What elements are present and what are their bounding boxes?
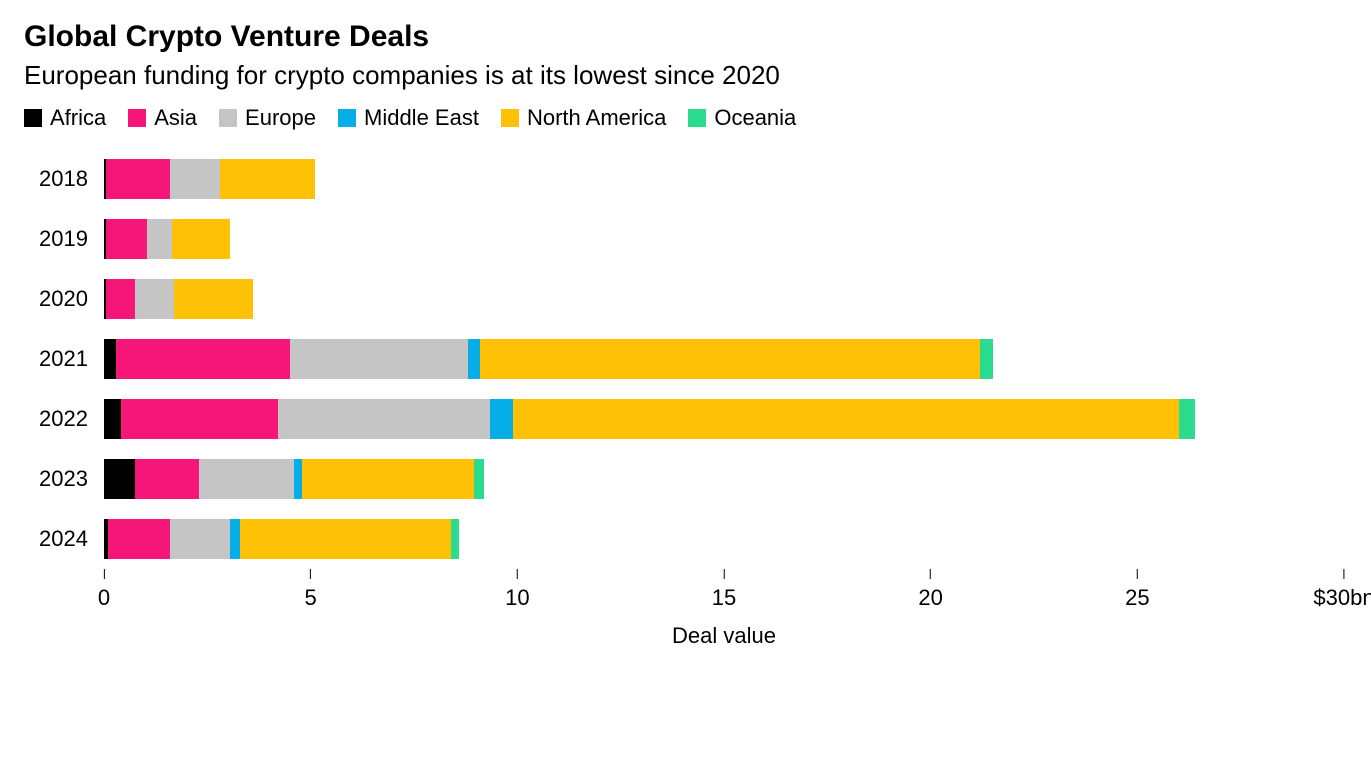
legend-item-asia: Asia (128, 105, 197, 131)
bar-segment-europe (199, 459, 294, 499)
bar-row: 2020 (24, 269, 1344, 329)
bar-track (104, 159, 1344, 199)
x-tick: 5 (305, 569, 317, 611)
x-tick-mark (1137, 569, 1138, 579)
x-tick-mark (723, 569, 724, 579)
legend-label: Oceania (714, 105, 796, 131)
x-tick-mark (104, 569, 105, 579)
bar-segment-north_america (172, 219, 230, 259)
x-tick-label: 20 (918, 585, 942, 611)
bar-segment-north_america (240, 519, 451, 559)
bar-segment-north_america (302, 459, 474, 499)
bar-segment-north_america (480, 339, 980, 379)
bar-segment-oceania (451, 519, 459, 559)
bar-segment-europe (170, 519, 230, 559)
y-category-label: 2023 (24, 466, 104, 492)
chart-container: Global Crypto Venture Deals European fun… (24, 20, 1344, 649)
x-tick: 15 (712, 569, 736, 611)
bar-track (104, 519, 1344, 559)
x-tick-mark (930, 569, 931, 579)
y-category-label: 2018 (24, 166, 104, 192)
legend-label: Middle East (364, 105, 479, 131)
y-category-label: 2022 (24, 406, 104, 432)
x-tick: 20 (918, 569, 942, 611)
x-tick-label: 10 (505, 585, 529, 611)
bar-segment-oceania (474, 459, 484, 499)
x-tick-label: 15 (712, 585, 736, 611)
x-tick-label: 25 (1125, 585, 1149, 611)
x-tick-mark (1344, 569, 1345, 579)
bar-track (104, 459, 1344, 499)
x-tick: 25 (1125, 569, 1149, 611)
x-axis: 0510152025$30bn (104, 569, 1344, 619)
y-category-label: 2024 (24, 526, 104, 552)
bar-segment-europe (290, 339, 468, 379)
legend-item-middle_east: Middle East (338, 105, 479, 131)
bar-segment-asia (108, 519, 170, 559)
x-tick-label: 5 (305, 585, 317, 611)
x-tick: 0 (98, 569, 110, 611)
bar-row: 2018 (24, 149, 1344, 209)
bar-segment-north_america (220, 159, 315, 199)
x-tick-mark (310, 569, 311, 579)
bar-track (104, 279, 1344, 319)
legend-item-africa: Africa (24, 105, 106, 131)
y-category-label: 2020 (24, 286, 104, 312)
x-axis-label: Deal value (104, 623, 1344, 649)
legend-swatch (219, 109, 237, 127)
x-tick: 10 (505, 569, 529, 611)
legend-label: Africa (50, 105, 106, 131)
x-tick-mark (517, 569, 518, 579)
legend-label: North America (527, 105, 666, 131)
bar-segment-europe (170, 159, 220, 199)
legend: Africa Asia Europe Middle East North America… (24, 105, 1344, 131)
bar-row: 2021 (24, 329, 1344, 389)
bar-segment-asia (106, 279, 135, 319)
bar-track (104, 339, 1344, 379)
bar-segment-europe (135, 279, 174, 319)
legend-label: Asia (154, 105, 197, 131)
y-category-label: 2019 (24, 226, 104, 252)
bar-row: 2022 (24, 389, 1344, 449)
legend-swatch (501, 109, 519, 127)
legend-item-north_america: North America (501, 105, 666, 131)
x-tick-label: 0 (98, 585, 110, 611)
x-tick: $30bn (1313, 569, 1371, 611)
legend-swatch (128, 109, 146, 127)
legend-label: Europe (245, 105, 316, 131)
legend-item-europe: Europe (219, 105, 316, 131)
bar-row: 2024 (24, 509, 1344, 569)
plot-area: 2018 2019 2020 2021 2022 2023 2024 (24, 149, 1344, 569)
legend-item-oceania: Oceania (688, 105, 796, 131)
chart-title: Global Crypto Venture Deals (24, 20, 1344, 54)
bar-segment-asia (116, 339, 290, 379)
legend-swatch (688, 109, 706, 127)
bar-track (104, 399, 1344, 439)
legend-swatch (338, 109, 356, 127)
bar-row: 2019 (24, 209, 1344, 269)
bar-segment-north_america (174, 279, 253, 319)
bar-segment-africa (104, 459, 135, 499)
y-category-label: 2021 (24, 346, 104, 372)
bar-segment-asia (106, 219, 147, 259)
bar-segment-europe (278, 399, 491, 439)
bar-segment-middle_east (490, 399, 513, 439)
bar-segment-europe (147, 219, 172, 259)
bar-segment-oceania (980, 339, 992, 379)
x-tick-label: $30bn (1313, 585, 1371, 611)
bar-segment-middle_east (294, 459, 302, 499)
bar-segment-africa (104, 399, 121, 439)
bar-segment-africa (104, 339, 116, 379)
bar-segment-middle_east (230, 519, 240, 559)
bar-segment-asia (121, 399, 278, 439)
bar-row: 2023 (24, 449, 1344, 509)
bar-segment-north_america (513, 399, 1178, 439)
bar-segment-oceania (1179, 399, 1196, 439)
chart-subtitle: European funding for crypto companies is… (24, 60, 1344, 91)
bar-segment-asia (106, 159, 170, 199)
bar-track (104, 219, 1344, 259)
legend-swatch (24, 109, 42, 127)
bar-segment-asia (135, 459, 199, 499)
bar-segment-middle_east (468, 339, 480, 379)
